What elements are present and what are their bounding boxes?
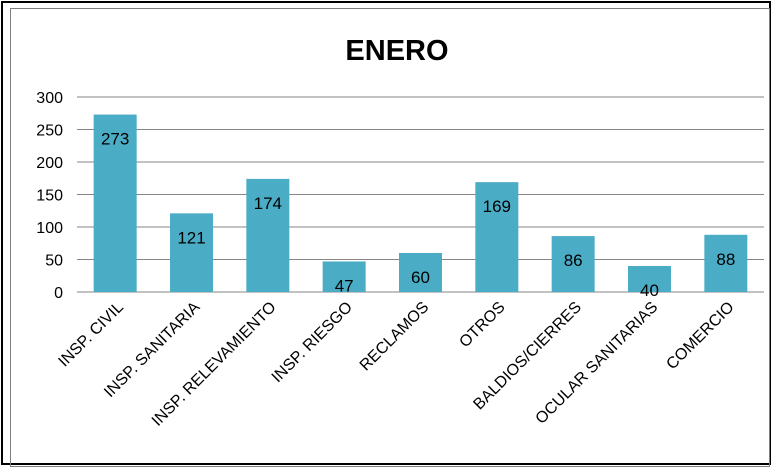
- bar: [170, 213, 213, 292]
- data-label: 169: [483, 197, 511, 216]
- bar: [704, 234, 748, 292]
- chart-title: ENERO: [345, 35, 448, 67]
- data-label: 40: [640, 281, 659, 300]
- x-tick-label: OCULAR SANITARIAS: [533, 299, 662, 428]
- bars: [93, 114, 748, 292]
- y-tick-label: 0: [54, 285, 63, 302]
- y-tick-label: 300: [36, 90, 63, 107]
- bar: [475, 182, 519, 292]
- x-tick-label: INSP. CIVIL: [55, 299, 127, 371]
- y-tick-label: 150: [36, 188, 63, 205]
- y-axis-ticks: 0 50 100 150 200 250 300: [36, 90, 63, 302]
- x-tick-label: INSP. RIESGO: [269, 299, 356, 386]
- data-label: 273: [101, 130, 129, 149]
- y-tick-label: 200: [36, 155, 63, 172]
- x-tick-label: INSP. RELEVAMIENTO: [149, 299, 280, 430]
- x-tick-label: OTROS: [456, 299, 508, 351]
- y-tick-label: 100: [36, 220, 63, 237]
- bar: [246, 178, 290, 292]
- x-tick-label: COMERCIO: [663, 299, 737, 373]
- bar: [322, 261, 366, 292]
- data-label: 47: [335, 276, 354, 295]
- x-tick-label: RECLAMOS: [357, 299, 433, 375]
- bar: [628, 266, 671, 292]
- data-labels: 273 121 174 47 60 169 86 40 88: [101, 130, 735, 300]
- chart-area-border: [10, 8, 770, 467]
- bar: [93, 114, 137, 292]
- data-label: 86: [564, 251, 583, 270]
- y-tick-label: 250: [36, 123, 63, 140]
- data-label: 88: [716, 250, 735, 269]
- data-label: 60: [411, 268, 430, 287]
- data-label: 174: [254, 194, 282, 213]
- bar: [551, 236, 595, 292]
- data-label: 121: [177, 228, 205, 247]
- y-tick-label: 50: [45, 253, 63, 270]
- bar: [399, 253, 442, 292]
